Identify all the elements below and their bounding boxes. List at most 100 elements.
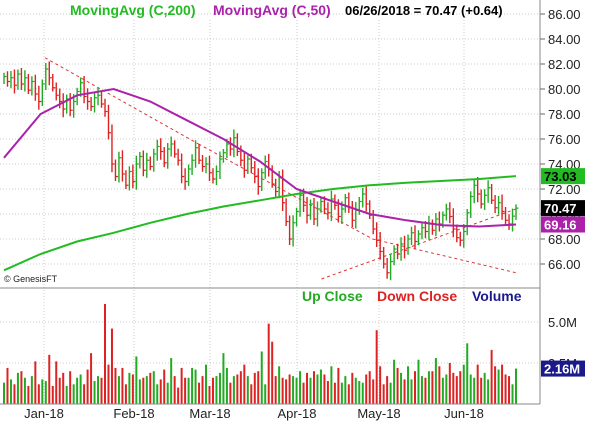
moving-averages	[3, 87, 517, 272]
volume-bar	[72, 384, 75, 404]
volume-bar	[337, 367, 340, 404]
price-tick-label: 86.00	[548, 7, 581, 22]
volume-bar	[180, 367, 183, 404]
volume-bar	[386, 376, 389, 404]
volume-bar	[424, 377, 427, 404]
ma200-value-tag	[541, 168, 585, 185]
volume-bar	[515, 368, 517, 404]
price-tick-label: 72.00	[548, 182, 581, 197]
volume-bar	[243, 364, 246, 404]
volume-bar	[173, 376, 176, 404]
volume-bar	[351, 372, 354, 404]
volume-bar	[260, 351, 263, 404]
volume-bar	[379, 366, 382, 404]
volume-bar	[20, 371, 23, 404]
volume-bar	[490, 349, 493, 404]
volume-bar	[121, 367, 124, 404]
volume-bar	[501, 364, 504, 404]
volume-bar	[347, 384, 350, 404]
volume-bar	[271, 341, 274, 404]
volume-bar	[494, 366, 497, 404]
volume-bar	[184, 377, 187, 404]
volume-bar	[90, 353, 93, 404]
quote-label: 06/26/2018 = 70.47 (+0.64)	[345, 3, 503, 18]
volume-value-tag-label: 2.16M	[544, 362, 580, 377]
ma50-value-tag-label: 69.16	[544, 218, 577, 233]
ma200-value-tag-label: 73.03	[544, 169, 577, 184]
volume-bar	[434, 358, 437, 404]
volume-bar	[205, 364, 208, 404]
value-tags: 73.03 70.47 69.16 2.16M	[541, 168, 585, 377]
volume-bar	[246, 376, 249, 404]
volume-bar	[316, 374, 319, 404]
volume-bar	[340, 382, 343, 404]
volume-bar	[79, 374, 82, 404]
volume-bar	[417, 359, 420, 404]
trendline	[44, 57, 199, 145]
legend-volume: Volume	[472, 288, 522, 304]
volume-bar	[104, 303, 107, 404]
volume-bar	[201, 376, 204, 404]
volume-bar	[410, 379, 413, 404]
volume-bar	[6, 367, 9, 404]
volume-bar	[295, 377, 298, 404]
volume-bar	[326, 381, 329, 404]
volume-bar	[51, 385, 54, 404]
volume-bar	[3, 382, 5, 404]
volume-bar	[448, 363, 451, 404]
volume-bar	[330, 366, 333, 404]
ma50-value-tag	[541, 216, 585, 233]
price-tick-label: 80.00	[548, 82, 581, 97]
volume-bar	[107, 364, 110, 404]
date-tick-label: Jan-18	[24, 406, 64, 421]
volume-bar	[30, 376, 33, 404]
date-tick-label: May-18	[357, 406, 400, 421]
volume-bar	[9, 379, 12, 404]
volume-bar	[135, 356, 138, 404]
price-tick-label: 68.00	[548, 232, 581, 247]
volume-bar	[124, 384, 127, 404]
volume-bar	[58, 377, 61, 404]
volume-bar	[393, 359, 396, 404]
volume-bar	[83, 384, 86, 404]
volume-bar	[285, 379, 288, 404]
volume-bar	[365, 374, 368, 404]
volume-bar	[413, 371, 416, 404]
volume-bar	[452, 372, 455, 404]
volume-bars	[3, 303, 517, 404]
date-tick-label: Mar-18	[189, 406, 230, 421]
volume-bar	[420, 376, 423, 404]
volume-bar	[191, 367, 194, 404]
volume-bar	[466, 343, 469, 404]
volume-bar	[239, 371, 242, 404]
price-tick-label: 66.00	[548, 257, 581, 272]
volume-bar	[455, 376, 458, 404]
volume-bar	[156, 384, 159, 404]
volume-bar	[138, 379, 141, 404]
volume-bar	[65, 385, 68, 404]
volume-bar	[163, 369, 166, 404]
volume-bar	[483, 372, 486, 404]
volume-bar	[302, 382, 305, 404]
volume-bar	[16, 372, 19, 404]
date-tick-label: Jun-18	[444, 406, 484, 421]
credit-label: © GenesisFT	[4, 274, 58, 284]
volume-bar	[142, 377, 145, 404]
grid	[0, 13, 540, 404]
volume-bar	[170, 358, 173, 404]
volume-bar	[441, 377, 444, 404]
volume-value-tag	[541, 360, 585, 377]
volume-bar	[159, 379, 162, 404]
volume-bar	[149, 372, 152, 404]
price-candles	[3, 61, 519, 281]
volume-bar	[288, 374, 291, 404]
volume-bar	[41, 379, 44, 404]
volume-bar	[218, 372, 221, 404]
volume-bar	[48, 354, 51, 404]
volume-bar	[319, 369, 322, 404]
volume-bar	[473, 377, 476, 404]
date-tick-label: Feb-18	[113, 406, 154, 421]
volume-bar	[396, 367, 399, 404]
volume-bar	[375, 330, 378, 404]
